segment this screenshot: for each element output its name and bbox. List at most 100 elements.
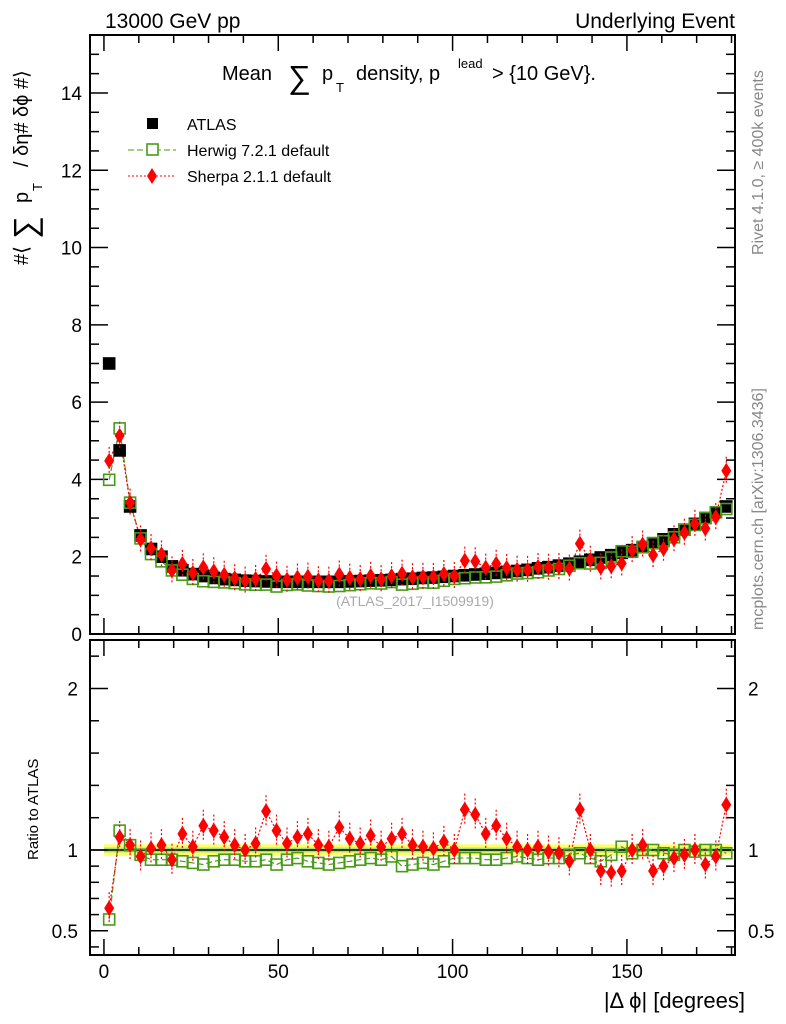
sherpa-point: [658, 540, 669, 557]
sherpa-ratio-point: [355, 835, 366, 852]
sherpa-ratio-point: [281, 835, 292, 852]
title-text-c: > {10 GeV}.: [492, 63, 596, 85]
herwig-ratio-line: [108, 829, 727, 920]
sherpa-ratio-point: [533, 838, 544, 855]
ylabel-p: p: [11, 192, 33, 203]
sherpa-point: [606, 558, 617, 575]
sherpa-point: [637, 536, 648, 553]
sherpa-ratio-point: [637, 837, 648, 854]
herwig-ratio-point: [270, 858, 283, 871]
title-T: T: [336, 80, 344, 95]
sherpa-point: [553, 558, 564, 575]
sherpa-ratio-point: [365, 827, 376, 844]
sherpa-point: [407, 569, 418, 586]
sherpa-ratio-point: [585, 842, 596, 858]
sherpa-ratio-point: [417, 838, 428, 855]
herwig-ratio-point: [615, 840, 628, 854]
sherpa-point: [428, 569, 439, 586]
sherpa-ratio-point: [595, 863, 606, 879]
sherpa-point: [198, 559, 209, 576]
sherpa-ratio-point: [376, 838, 387, 855]
sherpa-ratio-point: [125, 837, 136, 854]
sherpa-ratio-point: [606, 864, 617, 881]
sherpa-point: [543, 559, 554, 576]
sherpa-point: [114, 427, 125, 444]
sherpa-ratio-point: [208, 822, 219, 839]
sherpa-ratio-point: [564, 853, 575, 870]
sherpa-point: [156, 546, 167, 563]
sherpa-point: [104, 452, 115, 469]
legend-sherpa-marker: [147, 168, 157, 184]
y-tick-label: 6: [71, 393, 82, 414]
sherpa-point: [250, 570, 261, 587]
y-tick-label: 14: [61, 84, 83, 105]
sherpa-ratio-point: [658, 858, 669, 875]
sherpa-point: [125, 494, 136, 511]
sherpa-point: [689, 515, 700, 532]
sherpa-ratio-point: [710, 848, 721, 865]
sherpa-ratio-point: [449, 842, 460, 858]
sherpa-point: [355, 570, 366, 587]
ratio-y-tick-label-right: 0.5: [748, 922, 774, 943]
sherpa-ratio-point: [187, 838, 198, 855]
sherpa-point: [501, 559, 512, 576]
sherpa-point: [302, 568, 313, 585]
sherpa-point: [679, 524, 690, 541]
legend: ATLAS Herwig 7.2.1 default Sherpa 2.1.1 de…: [128, 117, 332, 186]
x-tick-label: 100: [437, 962, 469, 983]
sherpa-point: [344, 569, 355, 586]
sherpa-ratio-point: [135, 848, 146, 865]
sherpa-point: [187, 564, 198, 581]
sherpa-point: [271, 567, 282, 584]
sherpa-ratio-point: [574, 801, 585, 818]
sherpa-point: [491, 555, 502, 572]
y-tick-label: 2: [71, 548, 82, 569]
plot-title: Mean ∑ p T density, p lead > {10 GeV}.: [222, 56, 596, 95]
atlas-point: [259, 575, 273, 588]
sherpa-ratio-point: [522, 842, 533, 858]
sherpa-ratio-point: [501, 830, 512, 847]
sherpa-ratio-point: [250, 835, 261, 852]
ratio-y-tick-label: 0.5: [52, 922, 78, 943]
title-text: Mean: [222, 63, 272, 85]
sherpa-ratio-point: [261, 803, 272, 820]
sherpa-ratio-point: [166, 851, 177, 868]
sherpa-ratio-point: [177, 825, 188, 842]
sherpa-point: [292, 569, 303, 586]
x-tick-label: 50: [268, 962, 289, 983]
sherpa-ratio-point: [407, 837, 418, 854]
sherpa-ratio-point: [156, 837, 167, 854]
sherpa-point: [365, 567, 376, 584]
sherpa-point: [376, 571, 387, 588]
sherpa-point: [177, 555, 188, 572]
herwig-point: [102, 473, 116, 487]
sherpa-point: [417, 568, 428, 585]
sherpa-ratio-point: [648, 863, 659, 879]
ylabel-T: T: [30, 183, 45, 191]
sherpa-point: [574, 535, 585, 552]
sherpa-ratio-point: [313, 837, 324, 854]
sherpa-ratio-point: [104, 900, 115, 917]
y-tick-label: 10: [61, 239, 82, 260]
sherpa-ratio-point: [323, 838, 334, 855]
sherpa-point: [397, 565, 408, 582]
sherpa-ratio-point: [219, 829, 230, 846]
sherpa-ratio-point: [240, 842, 251, 858]
sherpa-point: [166, 562, 177, 579]
header-left: 13000 GeV pp: [105, 10, 240, 33]
sherpa-ratio-point: [679, 846, 690, 863]
sherpa-point: [595, 559, 606, 576]
x-tick-label: 0: [99, 962, 110, 983]
rivet-version-label: Rivet 4.1.0, ≥ 400k events: [750, 70, 767, 255]
sherpa-ratio-point: [689, 842, 700, 858]
ylabel-sum: ∑: [7, 216, 43, 239]
sherpa-point: [208, 563, 219, 580]
main-frame: [89, 34, 736, 635]
sherpa-ratio-point: [491, 817, 502, 834]
ratio-y-tick-label-right: 2: [748, 679, 759, 700]
ylabel-a: #⟨: [11, 246, 33, 265]
x-tick-label: 150: [611, 962, 643, 983]
atlas-point: [113, 444, 126, 457]
sherpa-point: [627, 542, 638, 559]
